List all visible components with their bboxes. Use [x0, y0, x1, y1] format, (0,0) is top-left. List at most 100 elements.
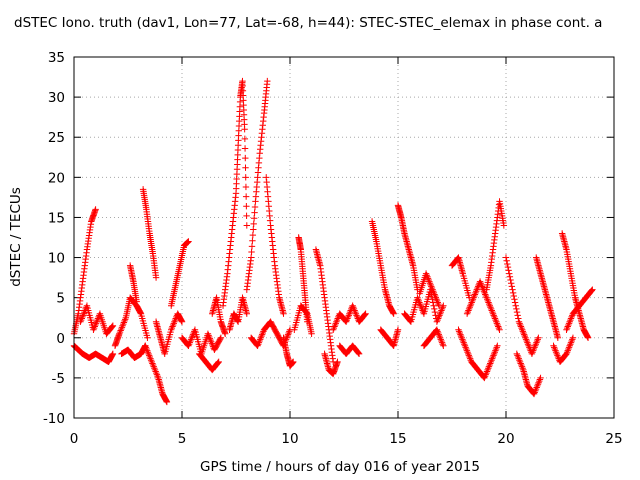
- data-point-11-559: [214, 360, 221, 367]
- data-point-15-734: [251, 203, 259, 211]
- data-point-23-1079: [353, 312, 360, 319]
- plot-frame: [73, 56, 615, 419]
- data-point-33-1518: [493, 318, 500, 325]
- data-point-7-343: [145, 352, 153, 359]
- data-point-17-867: [280, 310, 287, 317]
- data-point-35-1573: [507, 280, 515, 287]
- data-point-33-1502: [482, 292, 490, 300]
- data-point-40-1810: [550, 342, 557, 349]
- data-point-13-671: [243, 203, 250, 210]
- data-point-10-512: [206, 333, 213, 341]
- data-point-33-1515: [491, 313, 498, 321]
- data-point-8-408: [168, 326, 175, 333]
- data-point-33-1510: [487, 305, 495, 313]
- data-point-36-1619: [515, 355, 522, 362]
- data-point-23-1050: [334, 315, 341, 322]
- data-point-35-1576: [509, 289, 517, 297]
- data-point-7-342: [145, 350, 152, 358]
- data-point-35-1583: [514, 312, 521, 319]
- data-point-12-592: [222, 330, 229, 337]
- data-point-10-481: [185, 340, 193, 348]
- data-point-32-1464: [488, 355, 496, 362]
- data-point-23-1066: [344, 313, 352, 321]
- data-point-2-125: [79, 313, 86, 321]
- data-point-23-1091: [361, 312, 368, 319]
- y-tick-label-9: 35: [48, 50, 65, 66]
- data-point-24-1123: [355, 349, 362, 357]
- data-point-16-778: [255, 339, 263, 346]
- data-point-15-731: [250, 220, 257, 228]
- data-point-7-353: [152, 368, 159, 375]
- data-point-28-1280: [415, 297, 422, 305]
- data-point-33-1508: [486, 302, 493, 309]
- data-point-33-1506: [485, 299, 492, 306]
- data-point-32-1468: [491, 349, 498, 356]
- data-point-7-355: [153, 371, 161, 378]
- y-tick-label-3: 5: [56, 291, 65, 307]
- data-point-2-127: [80, 310, 87, 317]
- data-point-23-1068: [346, 310, 353, 317]
- data-point-35-1567: [504, 260, 511, 268]
- data-point-7-338: [142, 344, 150, 351]
- data-point-7-349: [149, 361, 157, 369]
- data-point-36-1621: [516, 358, 524, 366]
- data-point-30-1371: [430, 288, 437, 295]
- data-point-35-1598: [524, 339, 531, 346]
- data-point-40-1831: [563, 349, 571, 356]
- data-point-32-1465: [489, 353, 497, 361]
- data-point-39-1774: [566, 318, 573, 325]
- data-point-35-1571: [506, 273, 514, 281]
- data-point-32-1452: [481, 374, 488, 382]
- data-point-35-1589: [518, 324, 525, 332]
- data-point-28-1278: [414, 294, 421, 301]
- y-tick-label-1: -5: [52, 371, 65, 387]
- data-point-3-233: [144, 334, 151, 341]
- data-point-30-1368: [428, 283, 435, 290]
- data-point-36-1656: [537, 374, 544, 382]
- data-point-30-1370: [429, 286, 436, 293]
- data-point-2-172: [109, 322, 117, 329]
- data-point-28-1309: [434, 316, 441, 324]
- data-point-28-1313: [436, 310, 444, 317]
- data-point-39-1776: [567, 315, 575, 322]
- data-point-7-350: [150, 363, 157, 370]
- data-point-28-1287: [420, 308, 427, 316]
- data-point-35-1579: [511, 299, 519, 306]
- data-point-8-414: [171, 316, 179, 324]
- data-point-35-1609: [531, 344, 538, 351]
- data-point-7-341: [144, 349, 152, 356]
- data-point-29-1347: [438, 339, 446, 346]
- data-point-8-410: [169, 323, 176, 330]
- data-point-30-1378: [434, 299, 441, 306]
- data-point-23-1093: [362, 310, 369, 317]
- data-point-10-530: [217, 334, 225, 341]
- x-tick-label-0: 0: [70, 431, 79, 447]
- data-point-1-121: [109, 350, 117, 358]
- data-point-36-1618: [514, 353, 522, 361]
- data-point-2-147: [93, 318, 100, 325]
- data-point-40-1828: [561, 352, 569, 359]
- data-point-8-409: [168, 324, 176, 332]
- data-point-30-1380: [435, 302, 443, 309]
- data-point-23-1076: [351, 307, 358, 314]
- data-point-35-1584: [515, 315, 522, 322]
- y-tick-labels: -10 -5 0 5 10 15 20 25 30 35: [43, 50, 65, 427]
- data-point-38-1768: [584, 334, 592, 341]
- data-point-3-184: [116, 328, 124, 336]
- data-point-32-1456: [483, 368, 491, 375]
- data-point-15-765: [264, 77, 271, 85]
- data-point-32-1469: [492, 347, 499, 354]
- data-point-2-126: [79, 312, 87, 319]
- data-point-40-1817: [554, 353, 562, 361]
- data-point-30-1375: [432, 294, 439, 301]
- data-point-40-1832: [564, 347, 571, 354]
- data-point-29-1346: [438, 337, 445, 345]
- data-point-33-1512: [489, 308, 496, 316]
- data-point-7-356: [154, 373, 161, 380]
- data-point-3-192: [121, 316, 129, 323]
- data-point-23-1067: [345, 312, 352, 319]
- data-point-28-1308: [433, 318, 441, 325]
- data-point-28-1317: [439, 304, 446, 311]
- data-point-2-142: [90, 326, 97, 333]
